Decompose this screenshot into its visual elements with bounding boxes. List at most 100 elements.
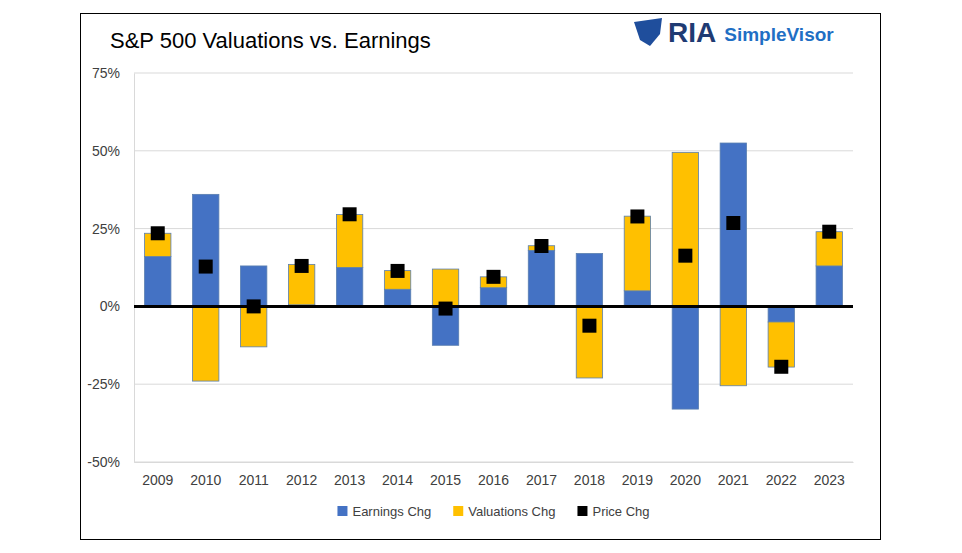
- logo-icon: [634, 18, 662, 46]
- point: [630, 209, 644, 223]
- bar: [480, 288, 506, 307]
- bar-series: [145, 143, 843, 409]
- x-tick-label: 2013: [334, 472, 365, 488]
- x-tick-label: 2019: [622, 472, 653, 488]
- bar: [193, 306, 219, 381]
- bar-series: [145, 152, 843, 385]
- point: [439, 302, 453, 316]
- legend-item: Price Chg: [577, 504, 649, 519]
- bar: [193, 194, 219, 306]
- bar: [720, 306, 746, 385]
- point: [582, 319, 596, 333]
- grid-line: [134, 306, 853, 307]
- bar: [576, 306, 602, 378]
- point: [295, 259, 309, 273]
- x-tick: 2016: [478, 462, 509, 488]
- bar: [624, 291, 650, 307]
- point: [774, 360, 788, 374]
- bar: [432, 269, 458, 306]
- grid-line: [134, 462, 853, 463]
- point: [151, 226, 165, 240]
- x-tick: 2018: [574, 462, 605, 488]
- frame: [81, 14, 881, 540]
- point: [199, 260, 213, 274]
- logo-text: RIA: [668, 17, 716, 48]
- y-tick: 75%: [92, 65, 134, 81]
- x-tick: 2022: [766, 462, 797, 488]
- x-tick-label: 2012: [286, 472, 317, 488]
- x-tick: 2009: [142, 462, 173, 488]
- x-tick-label: 2016: [478, 472, 509, 488]
- bar: [672, 152, 698, 306]
- bar: [336, 268, 362, 307]
- x-tick: 2012: [286, 462, 317, 488]
- x-tick-label: 2023: [814, 472, 845, 488]
- title: S&P 500 Valuations vs. Earnings: [110, 28, 431, 53]
- y-tick-label: 50%: [92, 143, 120, 159]
- x-tick: 2014: [382, 462, 413, 488]
- bar: [145, 257, 171, 307]
- x-tick: 2020: [670, 462, 701, 488]
- logo: RIA SimpleVisor: [634, 17, 834, 48]
- point: [678, 249, 692, 263]
- y-tick-label: -25%: [87, 376, 120, 392]
- legend-swatch: [577, 506, 587, 516]
- bar: [576, 253, 602, 306]
- x-axis: 2009 2010 2011 2012 2013 2014 2015 2016 2017 2018…: [135, 462, 854, 488]
- point: [247, 299, 261, 313]
- x-tick-label: 2020: [670, 472, 701, 488]
- x-tick-label: 2017: [526, 472, 557, 488]
- bar: [720, 143, 746, 306]
- point: [534, 239, 548, 253]
- x-axis-line: [135, 462, 854, 463]
- logo-text: SimpleVisor: [724, 24, 834, 45]
- x-tick-label: 2022: [766, 472, 797, 488]
- x-tick-label: 2009: [142, 472, 173, 488]
- x-tick: 2021: [718, 462, 749, 488]
- bar: [528, 250, 554, 306]
- x-tick-label: 2021: [718, 472, 749, 488]
- point: [487, 270, 501, 284]
- y-tick: 25%: [92, 221, 134, 237]
- legend-label: Valuations Chg: [468, 504, 555, 519]
- x-tick-label: 2011: [239, 472, 269, 488]
- x-tick-label: 2014: [382, 472, 413, 488]
- bar: [624, 216, 650, 291]
- legend: Earnings Chg Valuations Chg Price Chg: [337, 504, 649, 519]
- bar: [816, 266, 842, 306]
- x-tick: 2010: [190, 462, 221, 488]
- legend-swatch: [453, 506, 463, 516]
- legend-label: Earnings Chg: [352, 504, 431, 519]
- legend-label: Price Chg: [592, 504, 649, 519]
- grid-line: [134, 73, 853, 74]
- x-tick-label: 2010: [190, 472, 221, 488]
- y-axis: -50% -25% 0% 25% 50% 75%: [87, 65, 134, 470]
- x-tick-label: 2018: [574, 472, 605, 488]
- y-tick: 0%: [100, 298, 134, 314]
- y-tick: -50%: [87, 454, 134, 470]
- x-tick-label: 2015: [430, 472, 461, 488]
- point: [343, 207, 357, 221]
- point-layer: [151, 207, 837, 373]
- x-tick: 2015: [430, 462, 461, 488]
- plot-area: [145, 143, 843, 409]
- legend-item: Earnings Chg: [337, 504, 431, 519]
- legend-swatch: [337, 506, 347, 516]
- point: [391, 264, 405, 278]
- bar: [384, 289, 410, 306]
- y-tick: 50%: [92, 143, 134, 159]
- y-tick: -25%: [87, 376, 134, 392]
- bar: [768, 306, 794, 322]
- point: [822, 225, 836, 239]
- grid: [134, 73, 853, 462]
- chart: -50%-25%0%25%50%75%200920102011201220132…: [0, 0, 962, 553]
- x-tick: 2013: [334, 462, 365, 488]
- y-tick-label: 0%: [100, 298, 120, 314]
- y-tick-label: -50%: [87, 454, 120, 470]
- x-tick: 2011: [239, 462, 269, 488]
- legend-item: Valuations Chg: [453, 504, 555, 519]
- point: [726, 216, 740, 230]
- y-axis-line: [134, 74, 135, 463]
- bar: [672, 306, 698, 409]
- zero-line: [134, 305, 853, 308]
